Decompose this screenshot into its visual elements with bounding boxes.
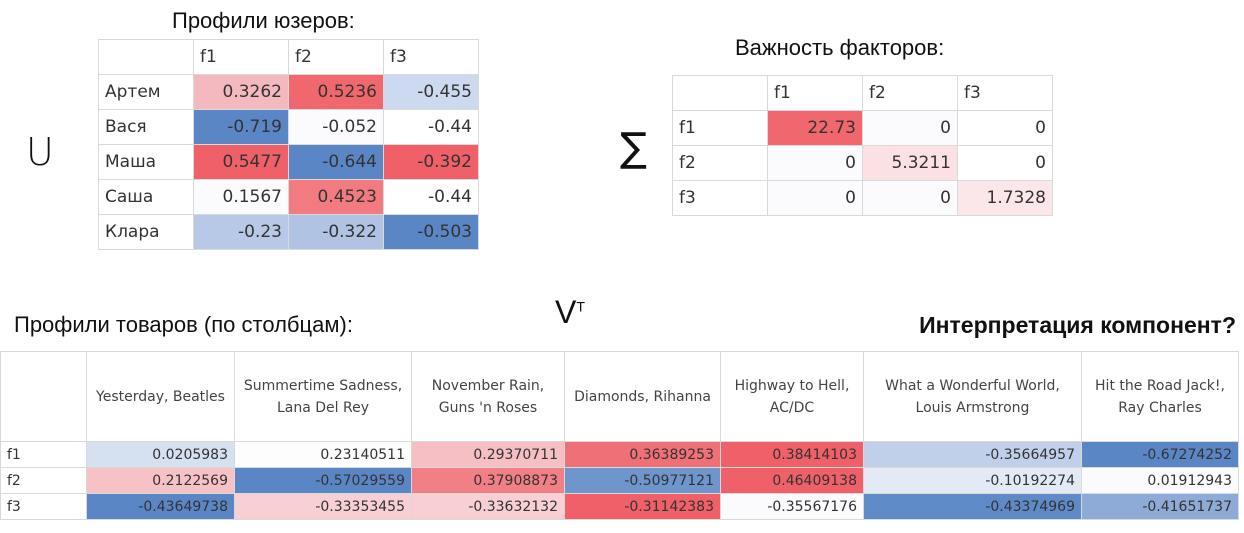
row-label: Саша <box>98 179 194 215</box>
value-cell: -0.67274252 <box>1081 441 1239 468</box>
value-cell: -0.41651737 <box>1081 493 1239 520</box>
value-cell: 0.37908873 <box>411 467 565 494</box>
table-row: f2 0 5.3211 0 <box>672 145 1053 181</box>
value-cell: 0 <box>767 145 863 181</box>
column-header: f3 <box>383 39 479 75</box>
table-row: Артем 0.3262 0.5236 -0.455 <box>98 74 479 110</box>
column-header <box>672 75 768 111</box>
value-cell: 0.4523 <box>288 179 384 215</box>
value-cell: 0 <box>862 180 958 216</box>
row-label: f2 <box>0 467 87 494</box>
row-label: f3 <box>672 180 768 216</box>
column-header: November Rain, Guns 'n Roses <box>411 351 565 442</box>
value-cell: -0.10192274 <box>863 467 1082 494</box>
value-cell: -0.33353455 <box>234 493 412 520</box>
items-matrix-table: Yesterday, Beatles Summertime Sadness, La… <box>0 351 1239 520</box>
value-cell: 0.46409138 <box>720 467 864 494</box>
items-title: Профили товаров (по столбцам): <box>14 312 353 337</box>
column-header: What a Wonderful World, Louis Armstrong <box>863 351 1082 442</box>
vt-matrix-symbol: VT <box>555 294 585 331</box>
value-cell: -0.23 <box>193 214 289 250</box>
column-header: f2 <box>288 39 384 75</box>
row-label: Маша <box>98 144 194 180</box>
value-cell: 0 <box>862 110 958 146</box>
value-cell: -0.503 <box>383 214 479 250</box>
value-cell: 0 <box>767 180 863 216</box>
column-header: f3 <box>957 75 1053 111</box>
row-label: f1 <box>0 441 87 468</box>
value-cell: 0.0205983 <box>86 441 235 468</box>
value-cell: 0 <box>957 110 1053 146</box>
header-row: f1 f2 f3 <box>98 39 479 75</box>
value-cell: 1.7328 <box>957 180 1053 216</box>
value-cell: 5.3211 <box>862 145 958 181</box>
value-cell: -0.44 <box>383 179 479 215</box>
table-row: f2 0.2122569 -0.57029559 0.37908873 -0.50977… <box>0 467 1239 494</box>
table-row: Вася -0.719 -0.052 -0.44 <box>98 109 479 145</box>
column-header: Highway to Hell, AC/DC <box>720 351 864 442</box>
value-cell: -0.35567176 <box>720 493 864 520</box>
row-label: Клара <box>98 214 194 250</box>
value-cell: -0.719 <box>193 109 289 145</box>
column-header: f1 <box>767 75 863 111</box>
value-cell: -0.57029559 <box>234 467 412 494</box>
column-header: f1 <box>193 39 289 75</box>
vt-symbol-base: V <box>555 294 577 330</box>
column-header: Yesterday, Beatles <box>86 351 235 442</box>
table-row: Маша 0.5477 -0.644 -0.392 <box>98 144 479 180</box>
column-header: Hit the Road Jack!, Ray Charles <box>1081 351 1239 442</box>
value-cell: -0.43649738 <box>86 493 235 520</box>
factors-matrix-table: f1 f2 f3 f1 22.73 0 0 f2 0 5.3211 0 f3 0 0 1.7328 <box>672 75 1053 216</box>
value-cell: 0.5236 <box>288 74 384 110</box>
column-header <box>0 351 87 442</box>
value-cell: 0 <box>957 145 1053 181</box>
value-cell: 0.2122569 <box>86 467 235 494</box>
table-row: f3 0 0 1.7328 <box>672 180 1053 216</box>
table-row: f3 -0.43649738 -0.33353455 -0.33632132 -0.31… <box>0 493 1239 520</box>
interpretation-title: Интерпретация компонент? <box>919 312 1236 338</box>
header-row: Yesterday, Beatles Summertime Sadness, La… <box>0 351 1239 442</box>
table-row: Саша 0.1567 0.4523 -0.44 <box>98 179 479 215</box>
users-title: Профили юзеров: <box>172 8 355 33</box>
column-header: Diamonds, Rihanna <box>564 351 721 442</box>
column-header <box>98 39 194 75</box>
value-cell: -0.43374969 <box>863 493 1082 520</box>
header-row: f1 f2 f3 <box>672 75 1053 111</box>
value-cell: -0.322 <box>288 214 384 250</box>
column-header: f2 <box>862 75 958 111</box>
value-cell: 22.73 <box>767 110 863 146</box>
value-cell: 0.29370711 <box>411 441 565 468</box>
value-cell: 0.5477 <box>193 144 289 180</box>
value-cell: -0.644 <box>288 144 384 180</box>
sigma-matrix-symbol: ∑ <box>620 125 647 171</box>
row-label: Артем <box>98 74 194 110</box>
value-cell: 0.36389253 <box>564 441 721 468</box>
value-cell: -0.44 <box>383 109 479 145</box>
value-cell: -0.455 <box>383 74 479 110</box>
table-row: Клара -0.23 -0.322 -0.503 <box>98 214 479 250</box>
value-cell: -0.052 <box>288 109 384 145</box>
value-cell: -0.33632132 <box>411 493 565 520</box>
value-cell: 0.23140511 <box>234 441 412 468</box>
users-matrix-table: f1 f2 f3 Артем 0.3262 0.5236 -0.455 Вася -0.719-… <box>98 39 479 250</box>
row-label: f2 <box>672 145 768 181</box>
table-row: f1 0.0205983 0.23140511 0.29370711 0.3638925… <box>0 441 1239 468</box>
value-cell: -0.50977121 <box>564 467 721 494</box>
value-cell: -0.31142383 <box>564 493 721 520</box>
value-cell: -0.392 <box>383 144 479 180</box>
row-label: f1 <box>672 110 768 146</box>
row-label: Вася <box>98 109 194 145</box>
value-cell: 0.1567 <box>193 179 289 215</box>
column-header: Summertime Sadness, Lana Del Rey <box>234 351 412 442</box>
value-cell: 0.01912943 <box>1081 467 1239 494</box>
value-cell: -0.35664957 <box>863 441 1082 468</box>
row-label: f3 <box>0 493 87 520</box>
factors-title: Важность факторов: <box>735 35 945 60</box>
vt-symbol-superscript: T <box>576 298 585 315</box>
u-matrix-symbol: U <box>26 130 54 174</box>
table-row: f1 22.73 0 0 <box>672 110 1053 146</box>
value-cell: 0.3262 <box>193 74 289 110</box>
value-cell: 0.38414103 <box>720 441 864 468</box>
